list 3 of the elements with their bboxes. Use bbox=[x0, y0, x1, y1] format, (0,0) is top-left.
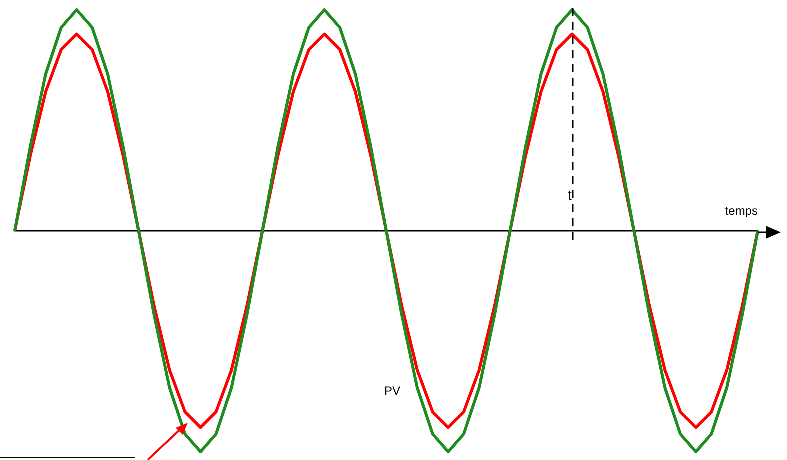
annotation: t bbox=[568, 187, 572, 203]
series-label: PV bbox=[384, 384, 400, 398]
x-axis-title: temps bbox=[725, 204, 758, 218]
